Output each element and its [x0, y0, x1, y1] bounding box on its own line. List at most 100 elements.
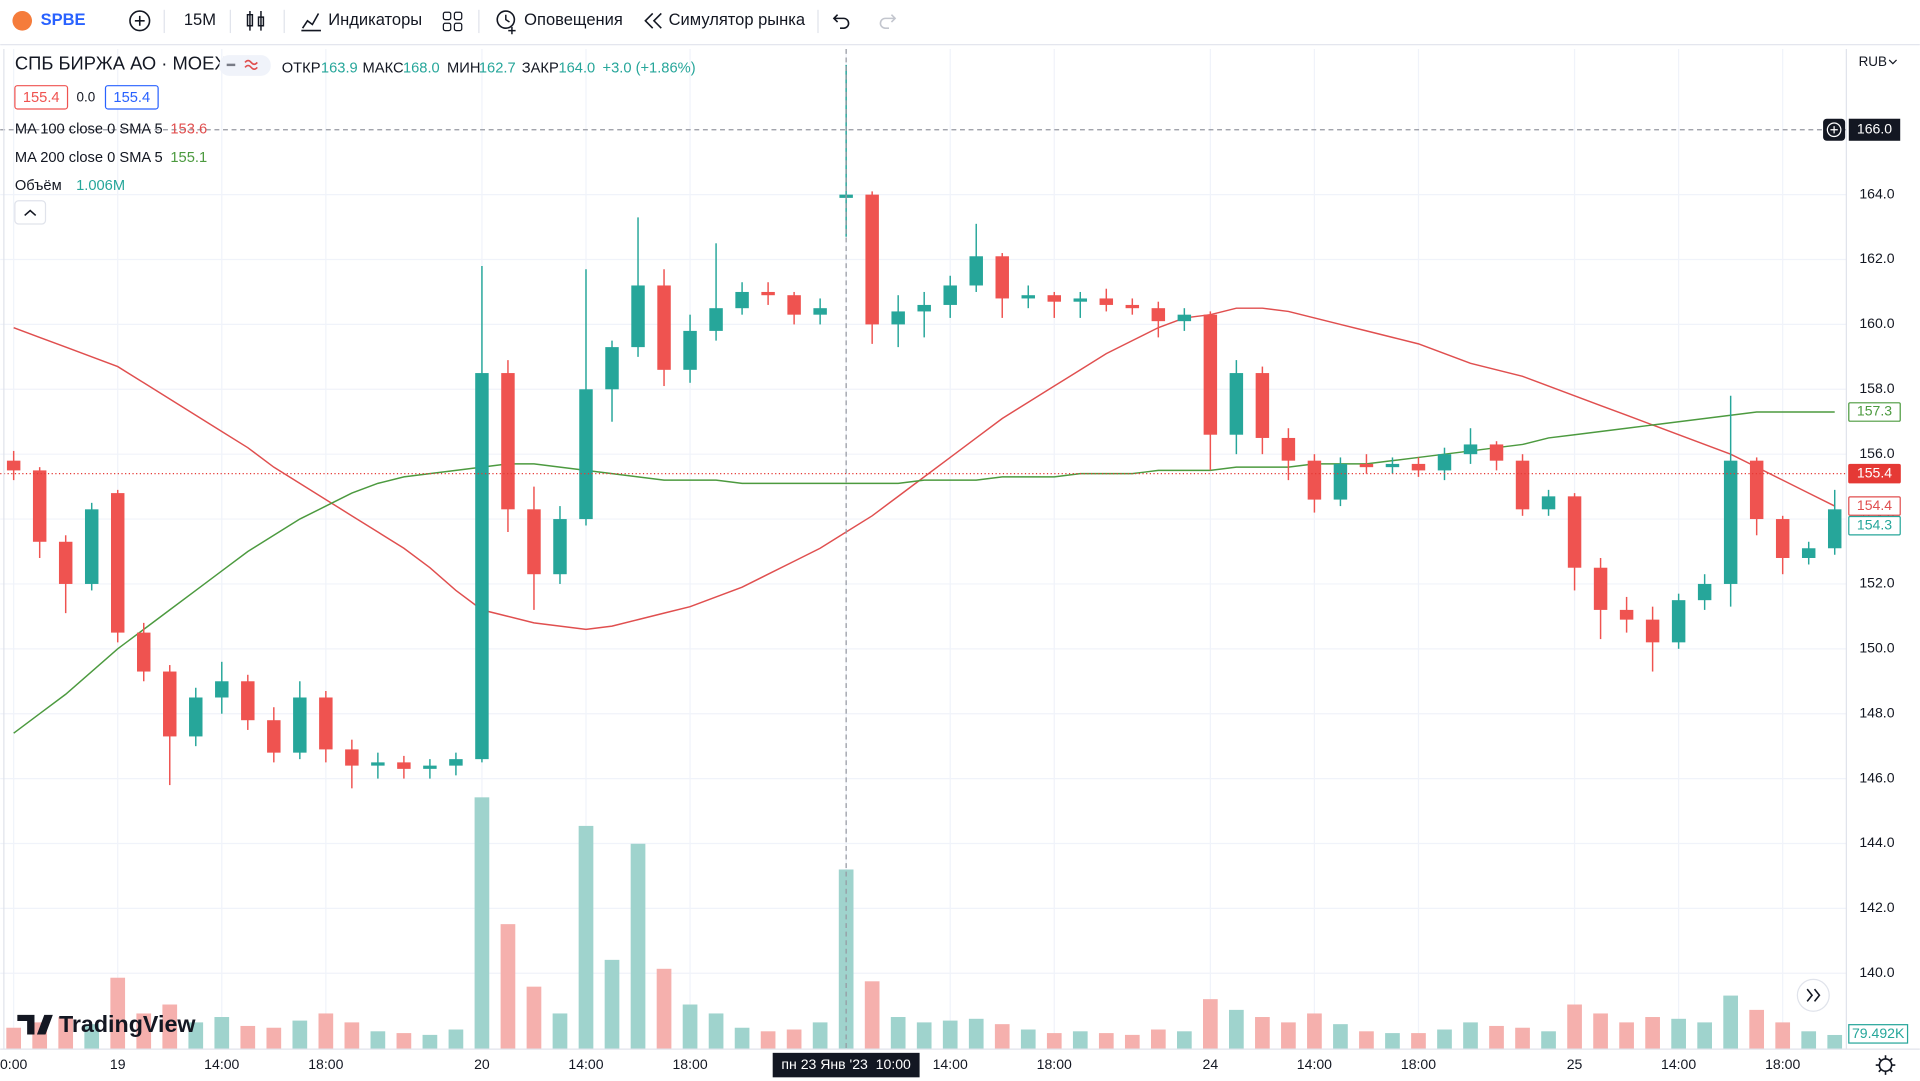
candle-body — [787, 295, 801, 315]
y-tick-label: 150.0 — [1859, 640, 1894, 656]
volume-bar — [318, 1013, 334, 1050]
ma-legend-value: 155.1 — [170, 150, 207, 166]
logo-mark — [17, 1014, 53, 1035]
volume-bar — [890, 1017, 906, 1050]
price-badge — [1848, 463, 1901, 484]
volume-bar — [812, 1022, 828, 1050]
redo-button[interactable] — [879, 14, 897, 29]
add-icon-plus — [134, 15, 145, 26]
layouts-button[interactable] — [442, 11, 463, 32]
indicators-button[interactable]: Индикаторы — [301, 10, 422, 32]
collapse-legend-button[interactable] — [14, 200, 47, 225]
volume-bar — [1307, 1013, 1322, 1050]
volume-bar — [1072, 1031, 1088, 1050]
volume-badge-label: 79.492K — [1852, 1025, 1905, 1041]
add-symbol-button[interactable] — [129, 10, 151, 32]
x-tick-label: 14:00 — [1661, 1056, 1696, 1072]
candle-body — [943, 285, 957, 305]
volume-bar — [864, 981, 880, 1050]
candle-body — [1073, 298, 1088, 302]
ask-badge[interactable] — [104, 85, 159, 110]
candle-body — [1047, 295, 1061, 302]
y-tick-label: 162.0 — [1859, 250, 1894, 266]
candle-body — [553, 519, 567, 575]
axis-layer: 140.0142.0144.0146.0148.0150.0152.0154.0… — [0, 118, 1909, 1078]
candle-body — [917, 304, 931, 312]
undo-button[interactable] — [832, 14, 850, 29]
candle-icon — [246, 11, 265, 31]
y-tick-label: 160.0 — [1859, 315, 1894, 331]
interval-button[interactable]: 15M — [184, 10, 216, 29]
candle-body — [1125, 304, 1140, 309]
spread-value: 0.0 — [77, 90, 96, 105]
x-tick-label: пн 23 Янв '23 10:00 — [781, 1056, 911, 1072]
candle-body — [267, 720, 281, 753]
volume-bar — [734, 1027, 750, 1050]
price-badge — [1848, 496, 1901, 516]
candle-body — [1177, 314, 1192, 322]
volume-bar — [422, 1034, 438, 1050]
candle-body — [1697, 583, 1712, 601]
close-value: 164.0 — [558, 60, 595, 76]
candle-body — [501, 373, 515, 510]
candle-body — [1489, 444, 1504, 461]
currency-caret — [1888, 59, 1897, 65]
alerts-button[interactable]: Оповещения — [496, 10, 623, 35]
volume-bar — [1515, 1027, 1530, 1050]
candle-body — [683, 330, 697, 370]
volume-bar — [1176, 1031, 1192, 1050]
symbol-button[interactable]: SPBE — [12, 10, 86, 31]
volume-bar — [162, 1004, 178, 1050]
x-tick-label: 18:00 — [1401, 1056, 1436, 1072]
ma-line — [13, 307, 1836, 631]
ma-legend-value: 153.6 — [170, 122, 207, 138]
candle-body — [1099, 298, 1114, 305]
volume-bar — [188, 1022, 204, 1050]
y-tick-label: 164.0 — [1859, 185, 1894, 201]
replay-label: Симулятор рынка — [669, 10, 806, 29]
settings-button[interactable] — [1875, 1055, 1896, 1075]
legend: СПБ БИРЖА АО · MOEX ОТКР 163.9 МАКС 168.… — [14, 53, 696, 225]
volume-bar — [396, 1033, 412, 1050]
candle-body — [1385, 463, 1400, 468]
candle-body — [423, 765, 437, 769]
scroll-to-end-button[interactable] — [1796, 978, 1830, 1012]
x-tick-label: 14:00 — [568, 1056, 603, 1072]
close-label: ЗАКР — [522, 60, 559, 76]
bid-badge[interactable] — [14, 85, 69, 110]
y-tick-label: 142.0 — [1859, 899, 1894, 915]
volume-layer — [6, 797, 1843, 1050]
volume-bar — [760, 1031, 776, 1050]
replay-icon — [644, 12, 662, 29]
volume-bar — [1671, 1018, 1686, 1050]
candle-body — [1827, 509, 1842, 549]
candle-body — [1671, 600, 1686, 643]
replay-button[interactable]: Симулятор рынка — [644, 10, 806, 29]
candle-body — [1255, 373, 1270, 438]
candle-body — [189, 697, 203, 737]
candle-body — [215, 681, 229, 698]
low-label: МИН — [447, 60, 480, 76]
currency[interactable]: RUB — [1859, 54, 1887, 69]
candle-body — [241, 681, 255, 721]
chart-style-button[interactable] — [246, 11, 265, 31]
candle-body — [1593, 567, 1608, 610]
x-tick-label: 14:00 — [204, 1056, 239, 1072]
volume-bar — [1593, 1013, 1608, 1050]
candle-body — [1021, 295, 1035, 299]
volume-bar — [266, 1027, 282, 1050]
volume-bar — [786, 1029, 802, 1050]
alert-icon — [496, 10, 516, 29]
gear-teeth — [1875, 1055, 1896, 1075]
candle-body — [657, 285, 671, 370]
candle-body — [813, 308, 827, 315]
x-tick-label: 18:00 — [1765, 1056, 1800, 1072]
volume-bar — [1124, 1034, 1140, 1050]
volume-bar — [526, 986, 542, 1050]
volume-badge — [1848, 1024, 1909, 1044]
x-tick-label: 24 — [1203, 1056, 1219, 1072]
indicators-label: Индикаторы — [328, 10, 422, 29]
candle-body — [1359, 463, 1374, 468]
ma-legend-name: MA 200 close 0 SMA 5 — [15, 150, 163, 166]
